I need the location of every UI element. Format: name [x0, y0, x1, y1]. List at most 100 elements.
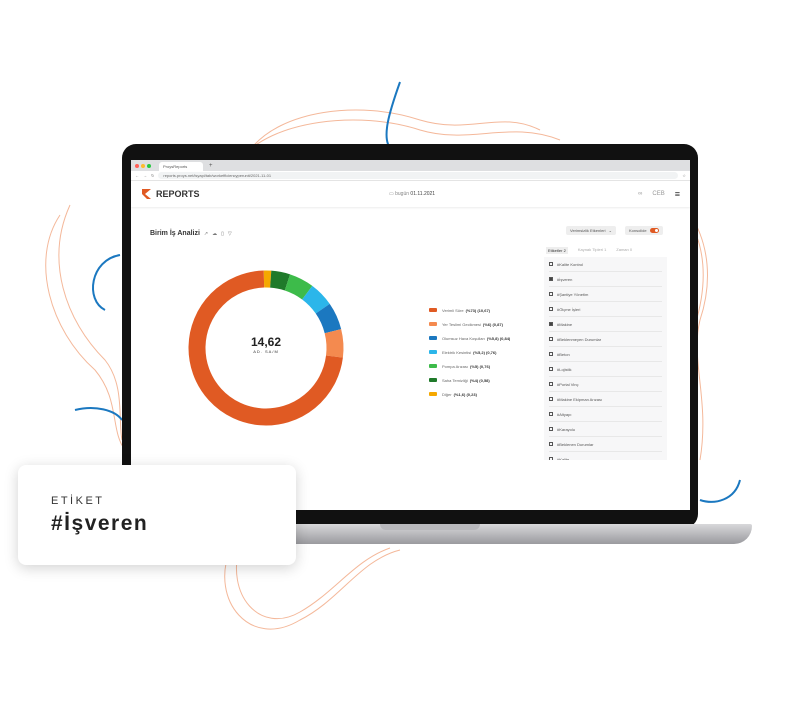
- checkbox[interactable]: [549, 412, 553, 416]
- filter-item[interactable]: #Altyapı: [549, 407, 662, 422]
- back-icon[interactable]: ←: [135, 173, 139, 178]
- maximize-window-icon[interactable]: [147, 163, 151, 168]
- filter-item[interactable]: #Kalite Kontrol: [549, 257, 662, 272]
- bookmark-icon[interactable]: ▯: [221, 230, 224, 237]
- filter-icon[interactable]: ▽: [227, 230, 232, 237]
- cloud-icon[interactable]: ☁: [212, 230, 218, 237]
- chart-legend: Verimli Süre (%73) (10,67) Yer Teslimi Gec…: [429, 303, 510, 401]
- browser-tab[interactable]: ProysReports: [159, 162, 203, 171]
- checkbox[interactable]: [549, 397, 553, 401]
- filter-item-label: #Lojistik: [557, 366, 572, 372]
- page-title-row: Birim İş Analizi ↗ ☁ ▯ ▽: [150, 230, 232, 237]
- donut-segment[interactable]: [301, 285, 330, 314]
- donut-segment[interactable]: [315, 303, 342, 334]
- tag-card-label: ETİKET: [51, 495, 105, 507]
- filter-item-label: #İşveren: [557, 276, 573, 282]
- page-title: Birim İş Analizi: [150, 230, 200, 237]
- donut-segment[interactable]: [269, 270, 291, 291]
- logo[interactable]: REPORTS: [141, 188, 200, 200]
- external-link-icon[interactable]: ↗: [203, 230, 209, 237]
- forward-icon[interactable]: →: [143, 173, 147, 178]
- checkbox[interactable]: [549, 442, 553, 446]
- reload-icon[interactable]: ↻: [151, 173, 155, 178]
- legend-name: Olumsuz Hava Koşulları: [442, 335, 485, 341]
- checkbox[interactable]: [549, 367, 553, 371]
- consolidate-toggle[interactable]: Konsolide: [625, 226, 663, 235]
- filter-item-label: #Karayolu: [557, 426, 576, 432]
- legend-swatch: [429, 322, 437, 326]
- legend-item[interactable]: Saha Temizliği (%4) (0,58): [429, 373, 510, 387]
- filter-item[interactable]: #Beklenmeyen Durumlar: [549, 332, 662, 347]
- legend-name: Diğer: [442, 391, 452, 397]
- filter-item[interactable]: #Portal Vinç: [549, 377, 662, 392]
- legend-swatch: [429, 392, 437, 396]
- legend-name: Verimli Süre: [442, 307, 464, 313]
- filter-item[interactable]: #Şantiye Yönetim: [549, 287, 662, 302]
- laptop-notch: [380, 524, 480, 530]
- legend-name: Elektrik Kesintisi: [442, 349, 472, 355]
- filter-item[interactable]: #Makine Ekipman Arızası: [549, 392, 662, 407]
- donut-segment[interactable]: [284, 274, 313, 300]
- legend-item[interactable]: Diğer (%1,6) (0,23): [429, 387, 510, 401]
- legend-item[interactable]: Verimli Süre (%73) (10,67): [429, 303, 510, 317]
- filter-tab[interactable]: Etiketler 2: [546, 247, 568, 254]
- toggle-switch[interactable]: [649, 228, 659, 233]
- tag-card-value: #İşveren: [51, 512, 149, 535]
- checkbox[interactable]: [549, 427, 553, 431]
- new-tab-icon[interactable]: +: [209, 162, 213, 169]
- close-window-icon[interactable]: [135, 163, 139, 168]
- url-input[interactable]: reports.proys.net/isyapi/tab/workefficie…: [158, 172, 679, 179]
- star-icon[interactable]: ☆: [682, 173, 686, 178]
- legend-swatch: [429, 364, 437, 368]
- legend-value: (%5,2) (0,76): [473, 349, 497, 355]
- filter-item[interactable]: #İşveren: [549, 272, 662, 287]
- checkbox[interactable]: [549, 337, 553, 341]
- legend-name: Pompa Arızası: [442, 363, 469, 369]
- filter-item[interactable]: #Lojistik: [549, 362, 662, 377]
- center-unit: AD. SA/M: [253, 349, 279, 354]
- filter-tab[interactable]: Zaman 0: [616, 247, 632, 254]
- center-value: 14,62: [250, 335, 282, 349]
- checkbox[interactable]: [549, 307, 553, 311]
- checkbox[interactable]: [549, 322, 553, 326]
- inefficiency-dropdown[interactable]: Verimsizlik Etkenleri ⌄: [566, 226, 616, 235]
- filter-tab[interactable]: Kaynak Tipleri 1: [578, 247, 606, 254]
- filter-tab-count: 2: [563, 248, 566, 253]
- filter-item-label: #Makine Ekipman Arızası: [557, 396, 603, 402]
- filter-item-label: #Beton: [557, 351, 570, 357]
- checkbox[interactable]: [549, 262, 553, 266]
- checkbox[interactable]: [549, 457, 553, 460]
- legend-item[interactable]: Pompa Arızası (%5) (0,76): [429, 359, 510, 373]
- menu-icon[interactable]: ≡: [674, 189, 680, 199]
- filter-item[interactable]: #Beklenen Durumlar: [549, 437, 662, 452]
- address-bar: ← → ↻ reports.proys.net/isyapi/tab/workeff…: [131, 171, 690, 181]
- user-initials[interactable]: CEB: [652, 191, 665, 197]
- checkbox[interactable]: [549, 292, 553, 296]
- legend-item[interactable]: Yer Teslimi Gecikmesi (%6) (0,87): [429, 317, 510, 331]
- checkbox[interactable]: [549, 277, 553, 281]
- calendar-icon: ▭: [389, 191, 394, 197]
- minimize-window-icon[interactable]: [141, 163, 145, 168]
- filter-item-label: #Beklenen Durumlar: [557, 441, 594, 447]
- filter-item[interactable]: #Makine: [549, 317, 662, 332]
- logo-text: REPORTS: [156, 189, 200, 199]
- filter-item[interactable]: #Kalite: [549, 452, 662, 460]
- legend-value: (%73) (10,67): [465, 307, 491, 313]
- donut-segment[interactable]: [188, 270, 343, 426]
- legend-item[interactable]: Elektrik Kesintisi (%5,2) (0,76): [429, 345, 510, 359]
- checkbox[interactable]: [549, 352, 553, 356]
- filter-item[interactable]: #Beton: [549, 347, 662, 362]
- donut-center: 14,62 AD. SA/M: [231, 335, 301, 354]
- filter-tabs: Etiketler 2 Kaynak Tipleri 1 Zaman 0: [546, 247, 632, 254]
- checkbox[interactable]: [549, 382, 553, 386]
- filter-item[interactable]: #Karayolu: [549, 422, 662, 437]
- filter-tab-label: Etiketler: [548, 248, 563, 253]
- legend-item[interactable]: Olumsuz Hava Koşulları (%5,8) (0,84): [429, 331, 510, 345]
- filter-item-label: #Ölçme İşleri: [557, 306, 581, 312]
- donut-chart: [188, 270, 344, 426]
- logo-icon: [142, 189, 151, 199]
- legend-swatch: [429, 308, 437, 312]
- filter-item[interactable]: #Ölçme İşleri: [549, 302, 662, 317]
- donut-segment[interactable]: [324, 329, 344, 358]
- link-icon[interactable]: ∞: [638, 191, 643, 197]
